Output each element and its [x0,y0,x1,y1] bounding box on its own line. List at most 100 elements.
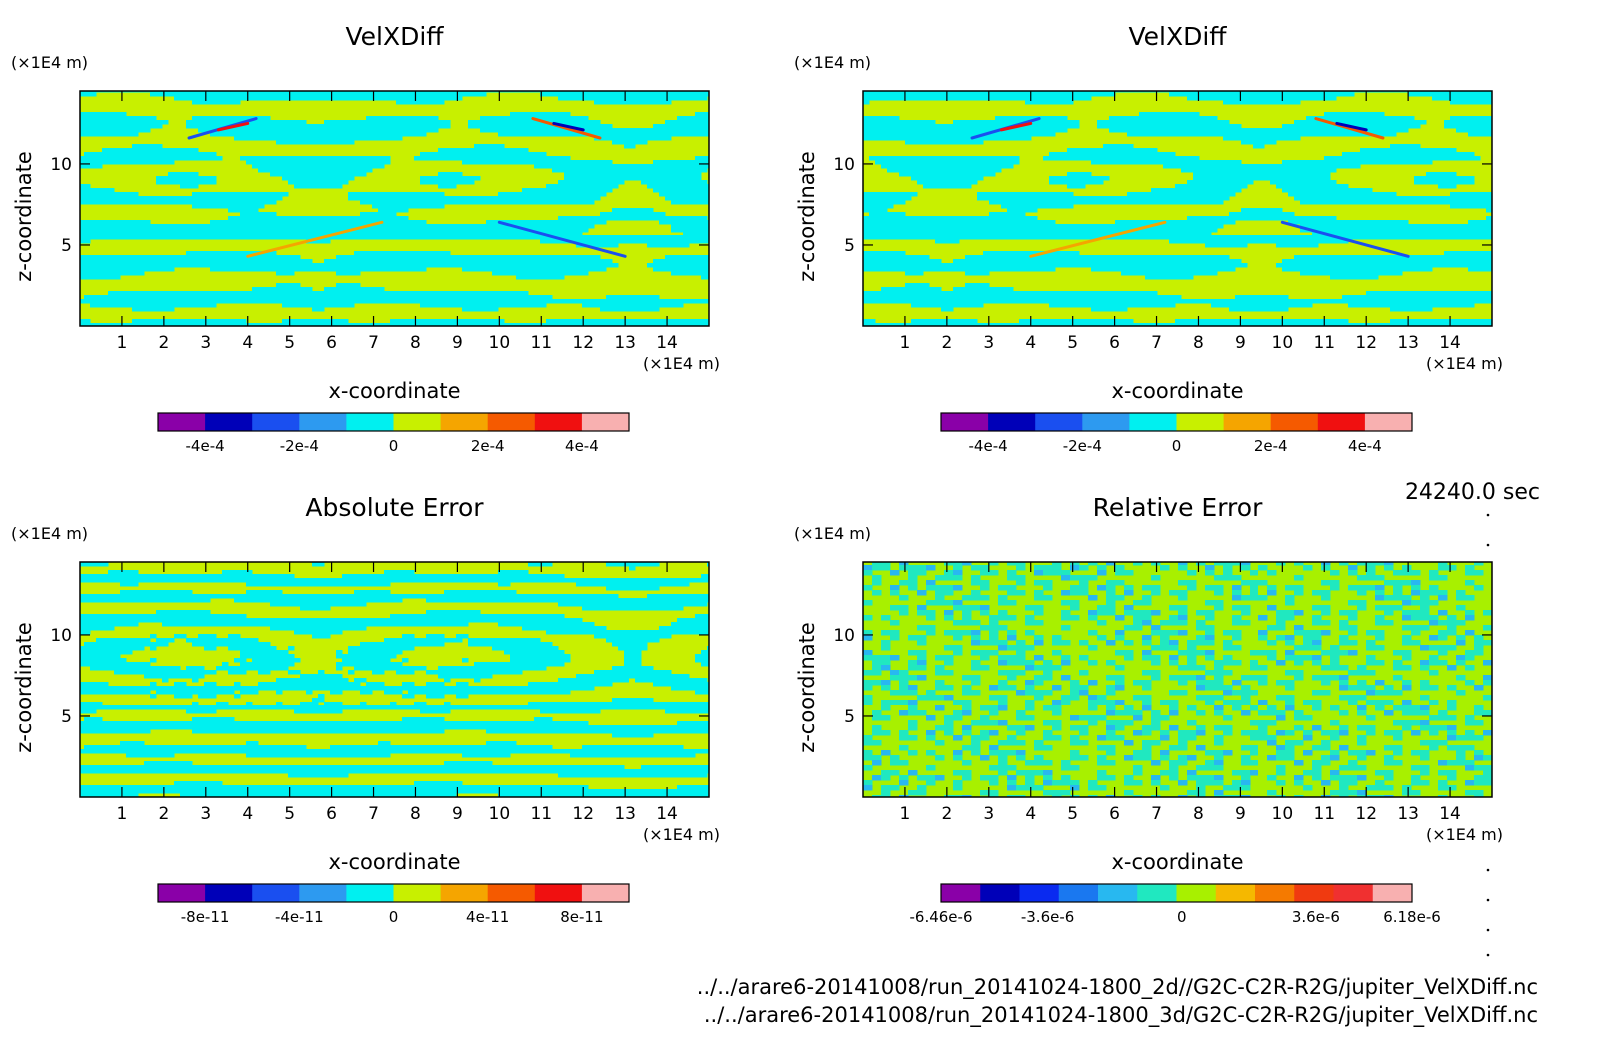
footer-file-3d: ../../arare6-20141008/run_20141024-1800_… [703,1003,1538,1027]
colorbar-swatch [252,413,300,431]
colorbar-swatch [393,884,442,902]
y-tick-label: 10 [50,626,72,646]
field-streak [999,121,1033,132]
plot-frame [862,90,1493,327]
colorbar-swatch [158,413,206,431]
x-tick-label: 10 [1272,333,1294,353]
colorbar-tick-label: 3.6e-6 [1292,908,1340,926]
colorbar-tick-label: 2e-4 [471,437,505,455]
margin-dot [1486,898,1490,902]
colorbar-tick-label: 2e-4 [1254,437,1288,455]
colorbar-tick-label: 4e-4 [1348,437,1382,455]
x-tick-label: 12 [572,333,594,353]
x-unit-label: (×1E4 m) [643,354,720,373]
colorbar-frame [940,412,1413,432]
x-tick-label: 11 [530,333,552,353]
field-streak [552,121,585,132]
x-tick-label: 4 [1025,333,1036,353]
colorbar-swatch [1317,413,1366,431]
x-tick-label: 4 [242,804,253,824]
colorbar-swatch [1255,884,1295,902]
colorbar-tick-label: 8e-11 [560,908,603,926]
panel-title: VelXDiff [345,22,444,51]
colorbar-swatch [1223,413,1272,431]
x-tick-label: 1 [117,333,128,353]
colorbar-tick-label: 0 [1177,908,1187,926]
x-tick-label: 13 [614,333,636,353]
x-unit-label: (×1E4 m) [1426,354,1503,373]
colorbar-swatch [1294,884,1334,902]
colorbar-swatch [158,884,206,902]
colorbar-tick-label: -4e-11 [275,908,324,926]
colorbar-tick-label: 4e-4 [565,437,599,455]
colorbar-swatch [1019,884,1060,902]
y-tick-label: 10 [50,155,72,175]
colorbar-swatch [299,884,347,902]
panel-title: Absolute Error [305,493,484,522]
y-tick-label: 5 [844,236,855,256]
y-tick-label: 10 [833,626,855,646]
x-tick-label: 2 [158,333,169,353]
x-tick-label: 1 [117,804,128,824]
colorbar-swatch [205,884,253,902]
colorbar-swatch [1372,884,1413,902]
colorbar-swatch [487,884,536,902]
x-tick-label: 7 [1151,333,1162,353]
plot-frame [79,90,710,327]
x-tick-label: 3 [983,804,994,824]
colorbar-swatch [393,413,442,431]
x-tick-label: 9 [452,333,463,353]
colorbar-swatch [1035,413,1083,431]
colorbar-swatch [346,884,394,902]
colorbar-swatch [1333,884,1374,902]
x-unit-label: (×1E4 m) [1426,825,1503,844]
colorbar-swatch [205,413,253,431]
x-tick-label: 8 [410,804,421,824]
x-tick-label: 12 [572,804,594,824]
colorbar-swatch [1137,884,1177,902]
x-tick-label: 11 [530,804,552,824]
x-tick-label: 3 [200,804,211,824]
colorbar-swatch [487,413,536,431]
colorbar-swatch [941,413,989,431]
colorbar-swatch [534,884,583,902]
margin-dot [1486,513,1490,517]
x-tick-label: 13 [1397,333,1419,353]
x-axis-label: x-coordinate [1111,379,1243,403]
margin-dot [1486,928,1490,932]
heatmap-field [80,91,709,326]
x-tick-label: 14 [656,333,678,353]
y-axis-label: z-coordinate [795,151,819,282]
y-tick-label: 5 [844,707,855,727]
x-tick-label: 5 [284,333,295,353]
x-tick-label: 12 [1355,804,1377,824]
x-tick-label: 9 [1235,333,1246,353]
x-tick-label: 3 [200,333,211,353]
footer-file-2d: ../../arare6-20141008/run_20141024-1800_… [696,975,1538,999]
x-tick-label: 8 [1193,804,1204,824]
colorbar-swatch [1058,884,1099,902]
colorbar-swatch [941,884,981,902]
colorbar-tick-label: 0 [389,908,399,926]
x-tick-label: 3 [983,333,994,353]
field-streak [1314,117,1385,140]
heatmap-field [80,562,709,797]
colorbar-swatch [440,413,489,431]
x-tick-label: 13 [1397,804,1419,824]
field-streak [246,220,384,258]
colorbar-swatch [1215,884,1256,902]
colorbar-swatch [1129,413,1177,431]
x-tick-label: 13 [614,804,636,824]
colorbar-swatch [988,413,1036,431]
x-tick-label: 1 [900,333,911,353]
x-axis-label: x-coordinate [328,850,460,874]
field-streak [497,220,627,258]
colorbar-swatch [1176,413,1225,431]
x-axis-label: x-coordinate [1111,850,1243,874]
y-tick-label: 5 [61,236,72,256]
x-tick-label: 10 [489,804,511,824]
x-tick-label: 6 [326,804,337,824]
colorbar-swatch [1176,884,1217,902]
y-unit-label: (×1E4 m) [11,524,88,543]
